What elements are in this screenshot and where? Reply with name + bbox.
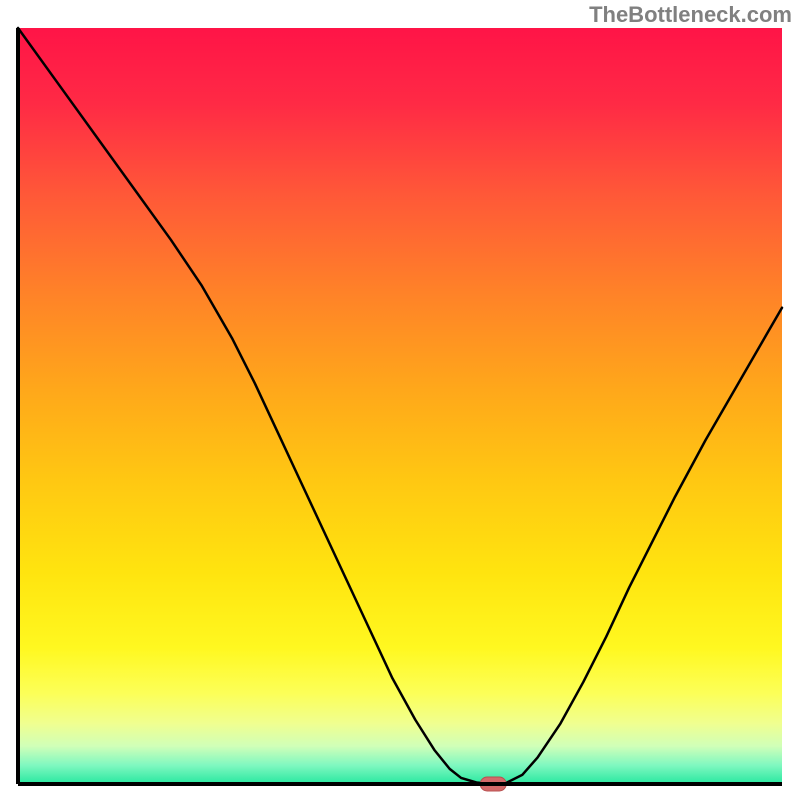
chart-svg <box>0 0 800 800</box>
watermark-text: TheBottleneck.com <box>589 2 792 28</box>
bottleneck-chart <box>0 0 800 800</box>
plot-background <box>18 28 782 784</box>
